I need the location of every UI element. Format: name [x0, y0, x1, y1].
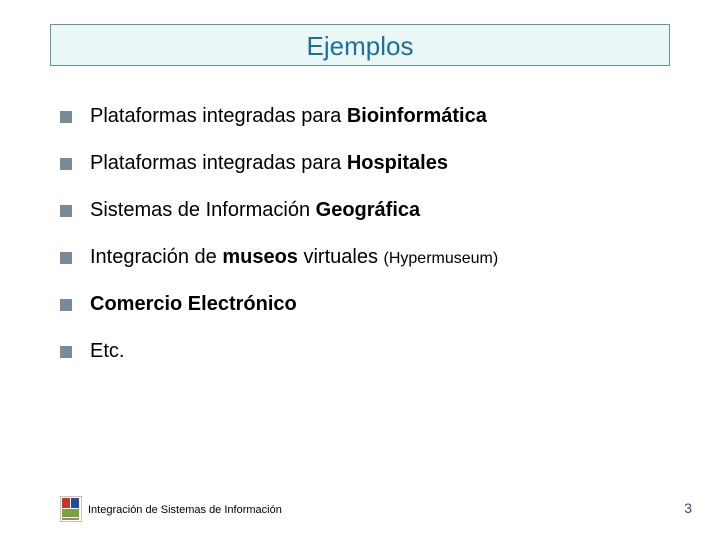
page-number: 3 — [684, 500, 692, 516]
bullet-text: Plataformas integradas para Bioinformáti… — [90, 105, 680, 128]
bullet-square-icon — [60, 111, 72, 123]
footer-logo — [60, 496, 82, 522]
bullet-item: Plataformas integradas para Bioinformáti… — [60, 105, 680, 128]
bullet-square-icon — [60, 205, 72, 217]
bullet-text: Etc. — [90, 340, 680, 363]
bullet-item: Etc. — [60, 340, 680, 363]
bullet-item: Plataformas integradas para Hospitales — [60, 152, 680, 175]
bullet-square-icon — [60, 346, 72, 358]
title-box: Ejemplos — [50, 24, 670, 66]
slide-title: Ejemplos — [51, 25, 669, 67]
bullet-item: Comercio Electrónico — [60, 293, 680, 316]
bullet-square-icon — [60, 299, 72, 311]
bullet-item: Integración de museos virtuales (Hypermu… — [60, 246, 680, 269]
bullet-text: Sistemas de Información Geográfica — [90, 199, 680, 222]
bullet-text: Integración de museos virtuales (Hypermu… — [90, 246, 680, 269]
footer: Integración de Sistemas de Información 3 — [0, 492, 720, 522]
footer-text: Integración de Sistemas de Información — [88, 504, 282, 516]
bullet-list: Plataformas integradas para Bioinformáti… — [60, 105, 680, 387]
bullet-text: Plataformas integradas para Hospitales — [90, 152, 680, 175]
bullet-item: Sistemas de Información Geográfica — [60, 199, 680, 222]
bullet-text: Comercio Electrónico — [90, 293, 680, 316]
bullet-square-icon — [60, 158, 72, 170]
bullet-square-icon — [60, 252, 72, 264]
